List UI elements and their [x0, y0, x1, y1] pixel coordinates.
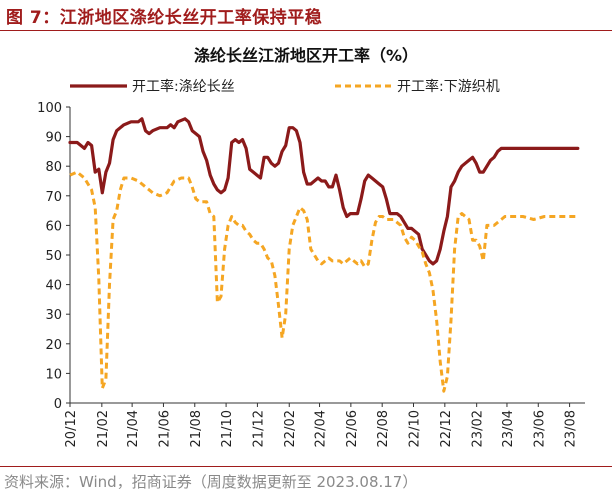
x-tick-label: 23/02 [471, 410, 486, 447]
source-note: 资料来源：Wind，招商证券（周度数据更新至 2023.08.17） [4, 473, 418, 491]
legend-label-series1: 开工率:涤纶长丝 [132, 78, 235, 95]
x-tick-label: 21/02 [96, 410, 111, 447]
x-tick-label: 23/08 [564, 410, 579, 447]
x-tick-label: 23/04 [501, 410, 516, 447]
x-tick-label: 22/04 [314, 410, 329, 447]
y-tick-label: 30 [45, 308, 62, 323]
x-tick-label: 22/02 [283, 410, 298, 447]
y-tick-label: 90 [45, 131, 62, 146]
x-tick-label: 20/12 [64, 410, 79, 447]
x-tick-label: 22/08 [376, 410, 391, 447]
y-tick-label: 80 [45, 160, 62, 175]
legend-label-series2: 开工率:下游织机 [397, 78, 500, 95]
y-tick-label: 100 [37, 101, 62, 116]
series-line-filament [68, 117, 580, 266]
y-tick-label: 50 [45, 249, 62, 264]
line-chart: 开工率:涤纶长丝 开工率:下游织机 0 10 20 30 40 50 60 70 80 90 100… [37, 78, 585, 447]
chart-title: 涤纶长丝江浙地区开工率（%） [193, 46, 419, 65]
y-tick-label: 0 [54, 397, 62, 412]
figure-title: 图 7：江浙地区涤纶长丝开工率保持平稳 [6, 8, 323, 28]
x-tick-label: 22/10 [408, 410, 423, 447]
x-tick-label: 21/12 [251, 410, 266, 447]
x-tick-label: 23/06 [532, 410, 547, 447]
axes: 0 10 20 30 40 50 60 70 80 90 100 20/12 21/02 21/04 21/… [37, 101, 585, 447]
bottom-rule [0, 466, 612, 467]
y-tick-label: 70 [45, 190, 62, 205]
x-tick-label: 22/12 [439, 410, 454, 447]
top-rule [0, 30, 612, 31]
series-line-loom [69, 170, 578, 393]
x-tick-label: 21/10 [220, 410, 235, 447]
x-tick-label: 21/08 [189, 410, 204, 447]
y-tick-label: 40 [45, 279, 62, 294]
x-tick-label: 21/04 [126, 410, 141, 447]
x-tick-label: 22/06 [345, 410, 360, 447]
legend: 开工率:涤纶长丝 开工率:下游织机 [70, 78, 500, 95]
series-layer [68, 117, 580, 393]
y-tick-label: 60 [45, 219, 62, 234]
y-tick-label: 10 [45, 367, 62, 382]
y-tick-label: 20 [45, 338, 62, 353]
x-tick-label: 21/06 [157, 410, 172, 447]
